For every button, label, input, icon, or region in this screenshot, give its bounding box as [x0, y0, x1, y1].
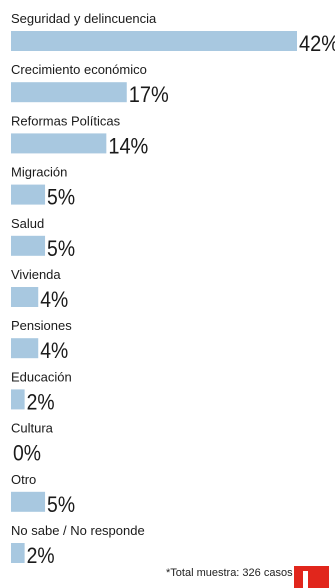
- category-label: Educación: [11, 369, 72, 384]
- bar: [11, 235, 46, 256]
- bar: [11, 133, 107, 154]
- category-label: Cultura: [11, 421, 54, 436]
- bar: [11, 543, 25, 563]
- bar: [11, 82, 127, 103]
- publisher-logo: [294, 566, 329, 588]
- value-label: 14%: [108, 133, 148, 158]
- value-label: 42%: [299, 31, 335, 56]
- category-label: Migración: [11, 165, 67, 180]
- bar: [11, 491, 46, 512]
- bar: [11, 338, 39, 359]
- bar: [11, 184, 46, 205]
- category-label: Pensiones: [11, 318, 72, 333]
- category-label: Seguridad y delincuencia: [11, 11, 157, 26]
- category-label: Vivienda: [11, 267, 61, 282]
- value-label: 5%: [47, 236, 75, 261]
- category-label: No sabe / No responde: [11, 523, 145, 538]
- value-label: 0%: [13, 441, 41, 466]
- category-label: Reformas Políticas: [11, 113, 121, 128]
- category-label: Crecimiento económico: [11, 62, 147, 77]
- bar: [11, 31, 297, 51]
- category-label: Otro: [11, 472, 36, 487]
- sample-size-footnote: *Total muestra: 326 casos: [166, 567, 293, 579]
- value-label: 2%: [27, 543, 55, 568]
- value-label: 5%: [47, 492, 75, 517]
- value-label: 4%: [40, 338, 68, 363]
- value-label: 17%: [129, 82, 169, 107]
- value-label: 5%: [47, 185, 75, 210]
- bar: [11, 389, 25, 410]
- value-label: 4%: [40, 287, 68, 312]
- bar: [11, 287, 39, 307]
- category-label: Salud: [11, 216, 44, 231]
- value-label: 2%: [27, 389, 55, 414]
